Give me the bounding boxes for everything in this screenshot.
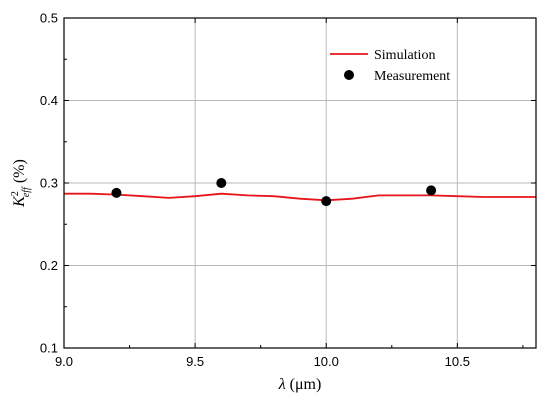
measurement-point [321, 196, 332, 207]
x-tick-label: 10.0 [314, 354, 339, 369]
grid-lines [63, 17, 536, 349]
x-axis-label: λ (μm) [278, 376, 322, 393]
x-tick-label: 9.5 [186, 354, 204, 369]
y-tick-label: 0.1 [40, 341, 58, 356]
y-axis-unit: (%) [11, 159, 28, 187]
y-tick-label: 0.3 [40, 176, 58, 191]
y-axis-label: K2eff (%) [10, 159, 32, 208]
plot-series [64, 178, 536, 207]
axis-ticks: 9.0 9.5 10.0 10.5 0.1 0.2 0.3 0.4 0.5 [40, 11, 536, 369]
simulation-series-line [64, 192, 536, 202]
legend-measurement-marker [344, 70, 354, 80]
x-tick-label: 9.0 [55, 354, 73, 369]
legend-simulation-label: Simulation [374, 48, 435, 63]
y-axis-base: K [11, 195, 28, 208]
legend: Simulation Measurement [330, 48, 450, 84]
measurement-point [426, 185, 437, 196]
x-tick-label: 10.5 [445, 354, 470, 369]
y-tick-label: 0.5 [40, 11, 58, 26]
legend-measurement-label: Measurement [374, 69, 450, 84]
x-axis-unit: (μm) [286, 376, 322, 393]
y-tick-label: 0.2 [40, 258, 58, 273]
y-tick-label: 0.4 [40, 93, 58, 108]
measurement-point [111, 187, 122, 198]
y-axis-subscript: eff [21, 186, 32, 197]
x-axis-symbol: λ [278, 376, 286, 393]
measurement-point [216, 178, 227, 188]
y-axis-superscript: 2 [10, 191, 21, 196]
